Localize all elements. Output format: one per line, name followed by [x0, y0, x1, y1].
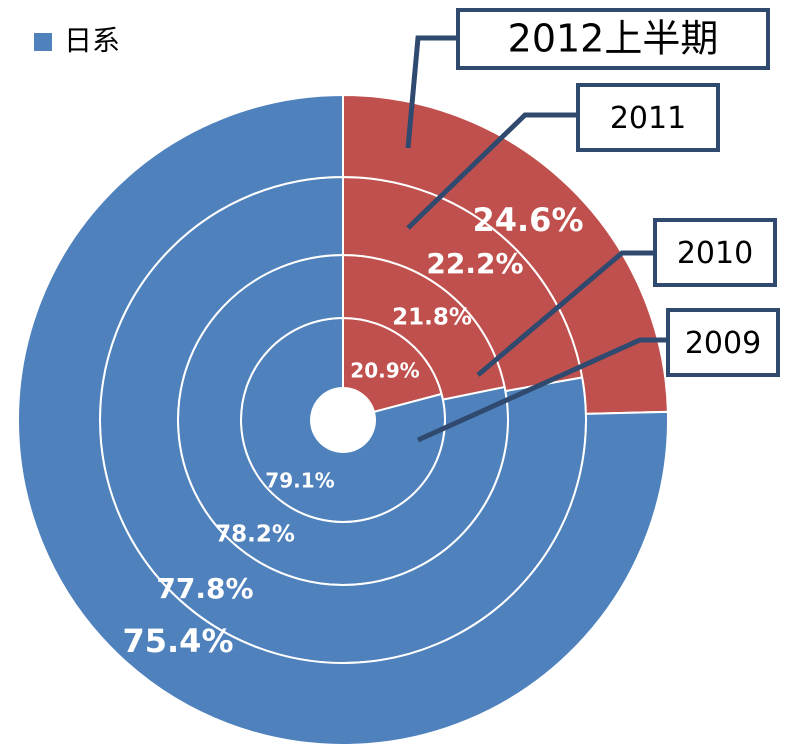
- value-label: 77.8%: [156, 572, 253, 605]
- callout-label: 2010: [677, 236, 753, 271]
- callout-line: [476, 250, 655, 377]
- ring-segment: [17, 93, 669, 746]
- callout-line: [406, 112, 578, 230]
- callout-line: [405, 35, 458, 149]
- callout-box: [456, 8, 770, 70]
- callout-box: [653, 218, 777, 287]
- callout-box: [576, 83, 720, 152]
- value-label: 79.1%: [265, 469, 334, 493]
- value-label: 78.2%: [215, 522, 295, 548]
- value-label: 22.2%: [426, 247, 523, 280]
- value-label: 20.9%: [350, 359, 419, 383]
- callout-box: [666, 308, 780, 377]
- callout-line: [416, 337, 668, 443]
- value-label: 21.8%: [392, 305, 472, 331]
- legend-label: 日系: [64, 24, 120, 57]
- value-label: 75.4%: [122, 622, 233, 660]
- ring-segment: [342, 93, 669, 415]
- legend-swatch: [34, 33, 52, 51]
- callout-label: 2009: [685, 326, 761, 361]
- callout-label: 2011: [610, 101, 686, 136]
- value-label: 24.6%: [472, 201, 583, 239]
- callout-label: 2012上半期: [508, 17, 719, 61]
